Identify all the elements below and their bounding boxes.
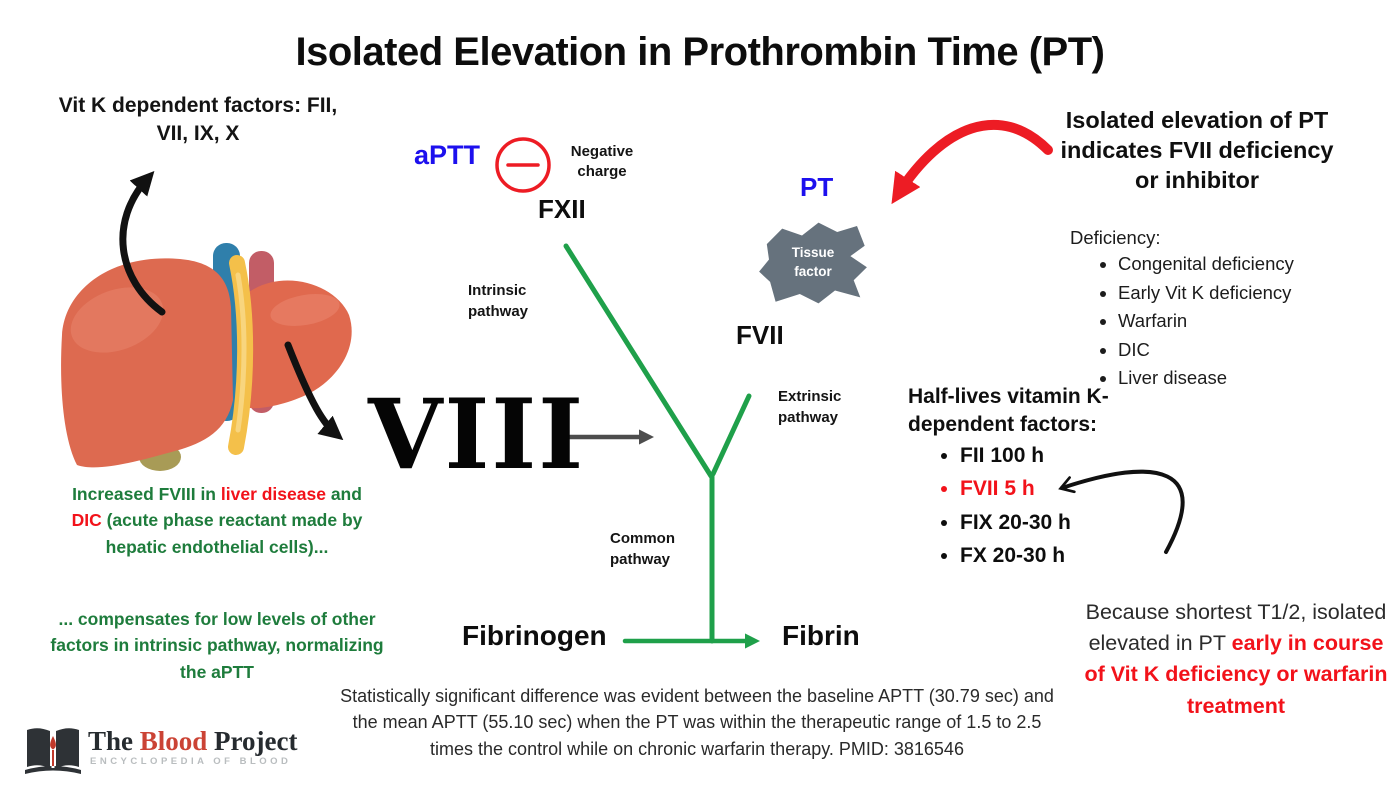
note-green-3: (acute phase reactant made by hepatic en… — [101, 510, 363, 557]
liver-left-lobe — [61, 258, 233, 468]
intrinsic-pathway-line — [563, 243, 714, 479]
logo-tagline: ENCYCLOPEDIA OF BLOOD — [90, 756, 292, 767]
extrinsic-pathway-label: Extrinsic pathway — [778, 388, 842, 426]
deficiency-list: Congenital deficiency Early Vit K defici… — [1098, 252, 1348, 395]
list-item: FII 100 h — [960, 443, 1158, 469]
list-item: Liver disease — [1118, 366, 1348, 390]
logo-word-blood: Blood — [139, 726, 208, 756]
note-red-liver-disease: liver disease — [220, 484, 326, 504]
page-title: Isolated Elevation in Prothrombin Time (… — [295, 30, 1105, 74]
study-footnote: Statistically significant difference was… — [340, 686, 1054, 759]
aptt-label: aPTT — [414, 140, 481, 170]
compensate-note: ... compensates for low levels of other … — [50, 609, 384, 682]
common-pathway-label: Common pathway — [610, 530, 675, 568]
note-red-dic: DIC — [71, 510, 102, 531]
vitk-factors-note: Vit K dependent factors: FII, VII, IX, X — [58, 94, 338, 146]
logo-word-project: Project — [214, 726, 298, 756]
negative-charge-label: Negative charge — [570, 143, 634, 180]
logo-wordmark: The Blood Project — [88, 726, 298, 757]
fvii-label: FVII — [736, 320, 784, 350]
tissue-factor-label: Tissue factor — [791, 245, 835, 279]
fibrinogen-label: Fibrinogen — [462, 620, 607, 651]
liver-highlight-2 — [270, 294, 340, 326]
fviii-roman-numeral: VIII — [368, 378, 586, 491]
book-icon — [25, 728, 81, 774]
list-item: FX 20-30 h — [960, 543, 1158, 569]
halflives-heading: Half-lives vitamin K-dependent factors: — [908, 385, 1109, 437]
logo-word-the: The — [88, 726, 134, 756]
isolated-elevation-heading: Isolated elevation of PT indicates FVII … — [1060, 107, 1334, 193]
conclusion-red-text: early in course of Vit K deficiency or w… — [1084, 631, 1388, 718]
note-green-2: and — [325, 484, 362, 504]
tissue-factor-splash: Tissue factor — [759, 222, 867, 304]
fviii-increase-note: Increased FVIII in liver disease and DIC… — [58, 481, 376, 560]
list-item-fvii-highlight: FVII 5 h — [960, 476, 1158, 502]
list-item: FIX 20-30 h — [960, 510, 1158, 536]
blood-drop-icon — [50, 736, 56, 750]
deficiency-label: Deficiency: — [1070, 227, 1161, 248]
list-item: DIC — [1118, 338, 1348, 362]
liver-illustration — [61, 243, 352, 471]
list-item: Congenital deficiency — [1118, 252, 1348, 276]
halflives-list: FII 100 h FVII 5 h FIX 20-30 h FX 20-30 … — [938, 443, 1158, 576]
pt-label: PT — [800, 172, 834, 202]
list-item: Early Vit K deficiency — [1118, 281, 1348, 305]
ligament-band-highlight — [235, 272, 247, 433]
fxii-label: FXII — [538, 194, 586, 224]
list-item: Warfarin — [1118, 309, 1348, 333]
conclusion-black-text: Because shortest T1/2, isolated elevated… — [1085, 600, 1387, 656]
extrinsic-pathway-line — [710, 393, 752, 477]
negative-charge-icon — [495, 137, 551, 193]
blood-project-logo: The Blood Project ENCYCLOPEDIA OF BLOOD — [24, 712, 298, 782]
fibrin-label: Fibrin — [782, 620, 860, 651]
pt-red-arrow — [891, 119, 1053, 205]
note-green-1: Increased FVIII in — [72, 484, 221, 504]
intrinsic-pathway-label: Intrinsic pathway — [468, 282, 529, 320]
conclusion-note: Because shortest T1/2, isolated elevated… — [1080, 597, 1392, 722]
